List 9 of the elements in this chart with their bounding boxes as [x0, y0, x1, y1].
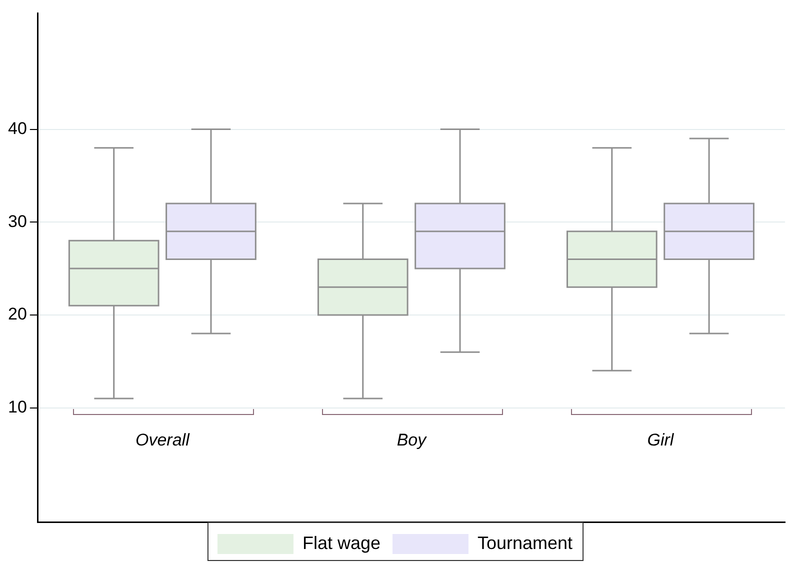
y-tick-label: 20	[8, 304, 27, 324]
x-tick-label: Girl	[647, 430, 675, 450]
y-tick-label: 30	[8, 212, 27, 231]
x-tick-label: Boy	[396, 430, 428, 450]
legend-label: Flat wage	[302, 532, 380, 553]
y-tick-label: 40	[8, 118, 27, 138]
legend-label: Tournament	[477, 532, 573, 553]
x-tick-label: Overall	[135, 430, 191, 450]
y-tick-label: 10	[8, 397, 27, 416]
